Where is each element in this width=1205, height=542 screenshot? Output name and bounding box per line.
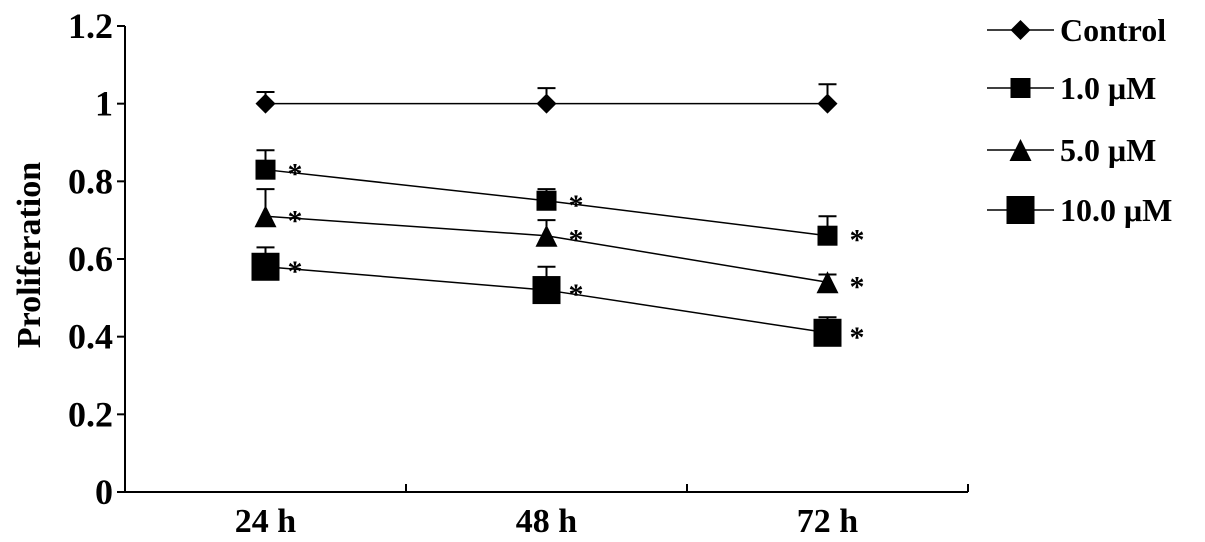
data-point xyxy=(813,318,842,347)
significance-marker: * xyxy=(850,270,865,303)
data-point xyxy=(535,224,558,247)
data-point xyxy=(255,93,276,114)
legend-label: 1.0 μM xyxy=(1060,70,1156,106)
legend: Control 1.0 μM 5.0 μM 10.0 μM xyxy=(987,12,1172,228)
legend-label: 10.0 μM xyxy=(1060,192,1172,228)
legend-marker xyxy=(1009,139,1032,161)
series-0 xyxy=(255,83,838,114)
data-point xyxy=(536,190,557,211)
legend-marker xyxy=(1006,196,1035,224)
significance-marker: * xyxy=(288,158,303,191)
legend-entry: Control xyxy=(987,12,1166,48)
data-point xyxy=(532,276,561,305)
series-1: *** xyxy=(255,149,865,257)
y-tick-label: 0.4 xyxy=(68,317,113,357)
significance-marker: * xyxy=(569,224,584,257)
series-2: *** xyxy=(254,188,865,303)
legend-entry: 1.0 μM xyxy=(987,70,1156,106)
y-tick-label: 1 xyxy=(95,84,113,124)
data-point xyxy=(816,271,839,294)
y-tick-label: 0.8 xyxy=(68,161,113,201)
significance-marker: * xyxy=(850,224,865,257)
legend-entry: 5.0 μM xyxy=(987,132,1156,168)
legend-label: Control xyxy=(1060,12,1166,48)
significance-marker: * xyxy=(850,321,865,354)
y-tick-label: 0.6 xyxy=(68,239,113,279)
x-tick-label: 48 h xyxy=(516,503,578,540)
y-tick-label: 0.2 xyxy=(68,394,113,434)
plot-area: ********* xyxy=(251,83,865,354)
significance-marker: * xyxy=(288,255,303,288)
data-point xyxy=(817,93,838,114)
data-point xyxy=(817,225,838,246)
legend-marker xyxy=(1010,78,1031,98)
y-axis-label: Proliferation xyxy=(11,162,48,348)
data-point xyxy=(254,205,277,228)
legend-label: 5.0 μM xyxy=(1060,132,1156,168)
x-tick-label: 72 h xyxy=(797,503,859,540)
data-point xyxy=(251,252,280,281)
legend-marker xyxy=(1010,20,1031,40)
x-tick-label: 24 h xyxy=(235,503,297,540)
series-3: * * * xyxy=(251,246,865,354)
legend-entry: 10.0 μM xyxy=(987,192,1172,228)
significance-marker: * xyxy=(569,189,584,222)
axes: 0 0.2 0.4 0.6 0.8 1 1.2 24 h 48 h 72 h xyxy=(68,6,969,540)
y-tick-label: 0 xyxy=(95,472,113,512)
significance-marker: * xyxy=(288,204,303,237)
data-point xyxy=(536,93,557,114)
y-tick-label: 1.2 xyxy=(68,6,113,46)
data-point xyxy=(255,159,276,180)
significance-marker: * xyxy=(569,278,584,311)
